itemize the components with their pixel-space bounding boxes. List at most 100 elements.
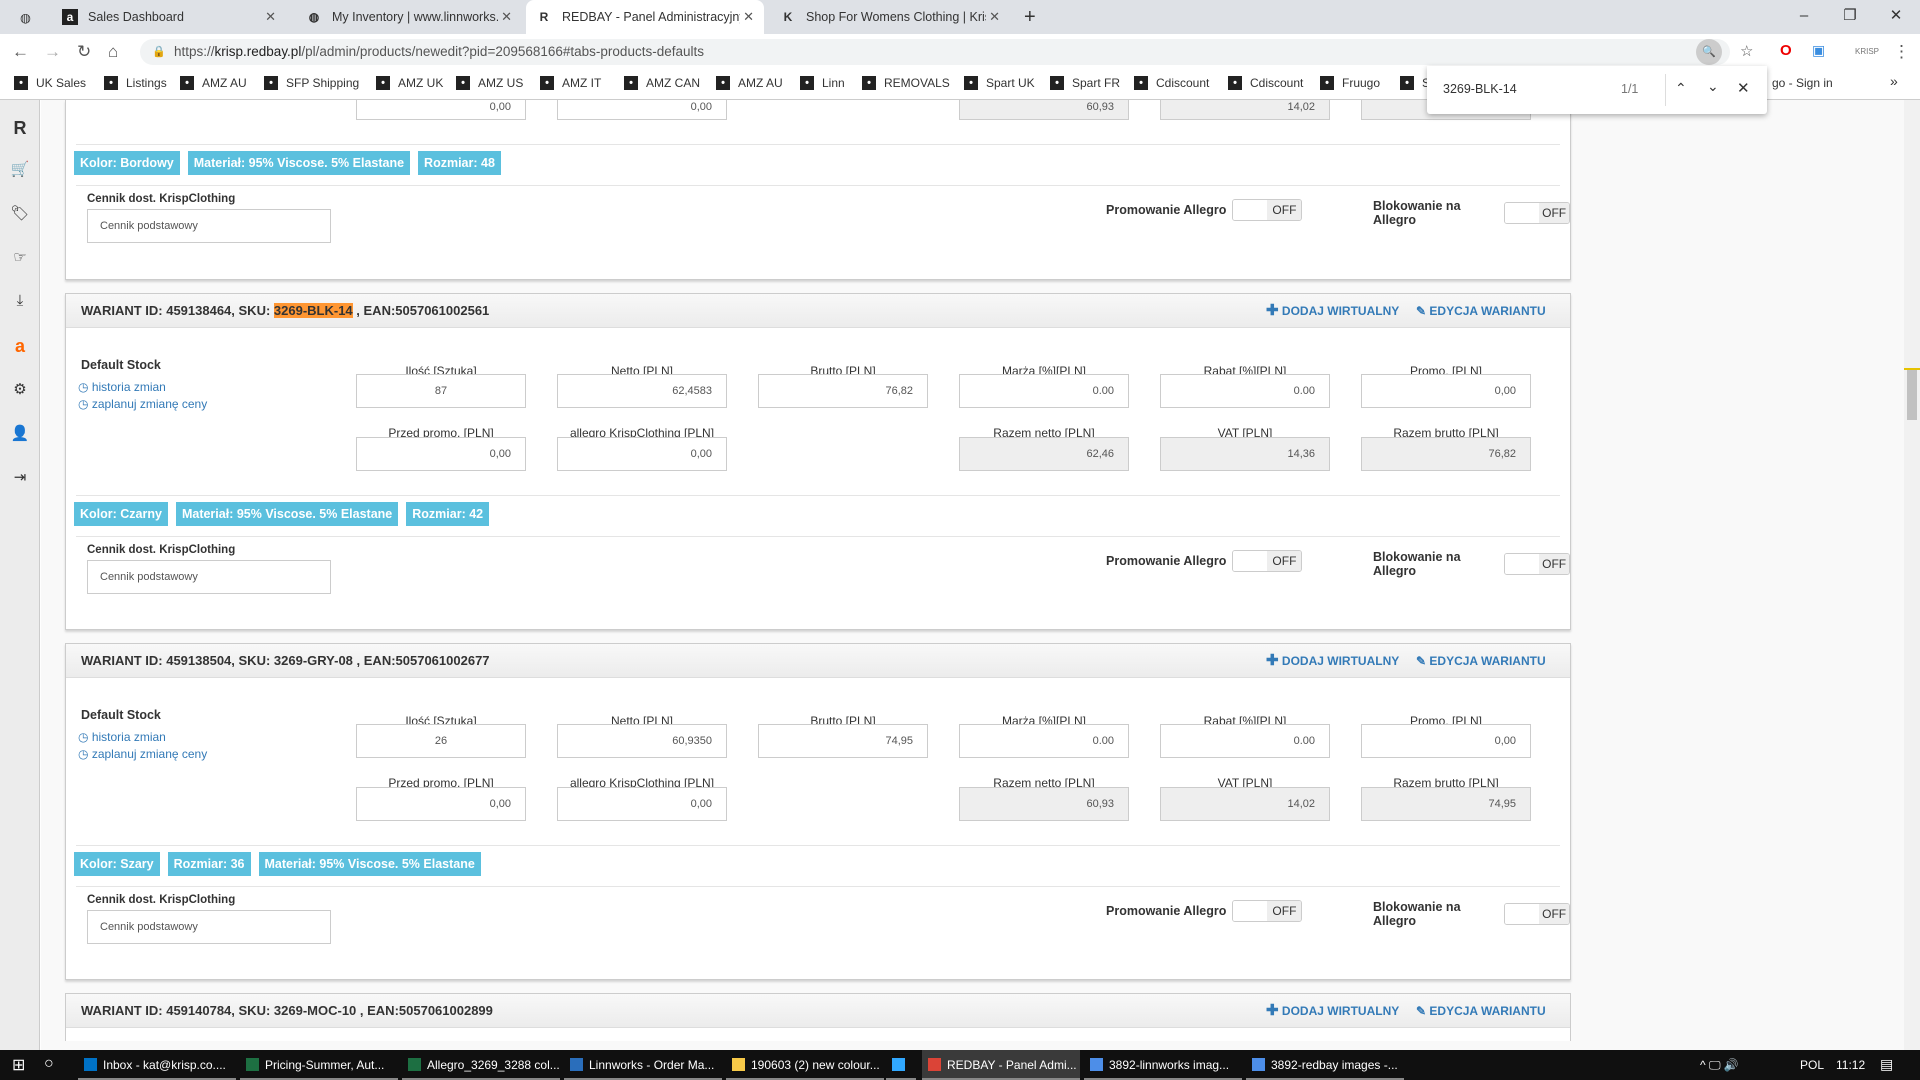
bookmark-item[interactable]: • AMZ UK bbox=[376, 76, 443, 90]
block-allegro-toggle[interactable]: OFF bbox=[1504, 202, 1570, 224]
input-przed[interactable]: 0,00 bbox=[356, 787, 526, 821]
bookmark-item[interactable]: • Linn bbox=[800, 76, 845, 90]
bookmark-item[interactable]: • AMZ IT bbox=[540, 76, 601, 90]
bookmark-item[interactable]: • Listings bbox=[104, 76, 167, 90]
extension-icon[interactable]: ▣ bbox=[1812, 42, 1826, 58]
bookmark-item[interactable]: • REMOVALS bbox=[862, 76, 950, 90]
input-marza[interactable]: 0.00 bbox=[959, 724, 1129, 758]
input-marza[interactable]: 0.00 bbox=[959, 374, 1129, 408]
bookmark-item[interactable]: • Cdiscount bbox=[1228, 76, 1303, 90]
tab-0[interactable]: a Sales Dashboard ✕ bbox=[52, 0, 286, 34]
find-page-icon[interactable]: 🔍 bbox=[1696, 39, 1722, 65]
star-icon[interactable]: ☆ bbox=[1740, 43, 1754, 60]
bookmark-tail[interactable]: go - Sign in bbox=[1772, 76, 1833, 90]
windows-start-icon[interactable]: ⊞ bbox=[12, 1057, 26, 1074]
block-allegro-toggle[interactable]: OFF bbox=[1504, 553, 1570, 575]
taskbar-item[interactable] bbox=[886, 1050, 916, 1080]
edit-variant-button[interactable]: ✎ EDYCJA WARIANTU bbox=[1416, 294, 1546, 328]
tab-3[interactable]: K Shop For Womens Clothing | Kris ✕ bbox=[770, 0, 1010, 34]
taskbar-item[interactable]: 190603 (2) new colour... bbox=[726, 1050, 884, 1080]
back-icon[interactable]: ← bbox=[12, 42, 29, 61]
find-close-icon[interactable]: ✕ bbox=[1737, 80, 1750, 97]
opera-icon[interactable]: O bbox=[1780, 42, 1792, 59]
bookmark-item[interactable]: • AMZ AU bbox=[180, 76, 247, 90]
history-link[interactable]: ◷ historia zmian bbox=[78, 730, 166, 744]
bookmark-item[interactable]: • S bbox=[1400, 76, 1430, 90]
tab-1[interactable]: ◍ My Inventory | www.linnworks.ne ✕ bbox=[296, 0, 522, 34]
schedule-price-link[interactable]: ◷ zaplanuj zmianę ceny bbox=[78, 397, 207, 411]
pricelist-select[interactable]: Cennik podstawowy bbox=[87, 209, 331, 243]
close-window-button[interactable]: ✕ bbox=[1889, 7, 1903, 24]
input-promo[interactable]: 0,00 bbox=[1361, 724, 1531, 758]
search-icon[interactable]: ○ bbox=[44, 1055, 54, 1072]
menu-icon[interactable]: ⋮ bbox=[1893, 42, 1910, 61]
taskbar-item[interactable]: REDBAY - Panel Admi... bbox=[922, 1050, 1080, 1080]
find-prev-icon[interactable]: ⌃ bbox=[1675, 80, 1687, 96]
new-tab-button[interactable]: + bbox=[1024, 5, 1036, 28]
hand-point-icon[interactable]: ☞ bbox=[13, 249, 27, 266]
add-virtual-button[interactable]: ✚ DODAJ WIRTUALNY bbox=[1266, 644, 1399, 678]
user-icon[interactable]: 👤 bbox=[10, 425, 30, 442]
minimize-button[interactable]: – bbox=[1799, 6, 1809, 24]
input-rabat[interactable]: 0.00 bbox=[1160, 724, 1330, 758]
input-allegro[interactable]: 0,00 bbox=[557, 437, 727, 471]
close-tab-icon[interactable]: ✕ bbox=[501, 9, 512, 24]
pricelist-select[interactable]: Cennik podstawowy bbox=[87, 560, 331, 594]
scrollbar[interactable] bbox=[1904, 100, 1920, 1050]
add-virtual-button[interactable]: ✚ DODAJ WIRTUALNY bbox=[1266, 294, 1399, 328]
input-przed[interactable]: 0,00 bbox=[356, 437, 526, 471]
taskbar-item[interactable]: 3892-redbay images -... bbox=[1246, 1050, 1404, 1080]
clock[interactable]: 11:12 bbox=[1836, 1058, 1866, 1072]
taskbar-item[interactable]: Allegro_3269_3288 col... bbox=[402, 1050, 560, 1080]
close-tab-icon[interactable]: ✕ bbox=[989, 9, 1000, 24]
input-brutto[interactable]: 74,95 bbox=[758, 724, 928, 758]
input-przed[interactable]: 0,00 bbox=[356, 100, 526, 120]
edit-variant-button[interactable]: ✎ EDYCJA WARIANTU bbox=[1416, 994, 1546, 1028]
bookmark-item[interactable]: • Fruugo bbox=[1320, 76, 1380, 90]
restore-button[interactable]: ❐ bbox=[1843, 7, 1857, 24]
bookmark-item[interactable]: • UK Sales bbox=[14, 76, 86, 90]
input-brutto[interactable]: 76,82 bbox=[758, 374, 928, 408]
notifications-icon[interactable]: ▤ bbox=[1880, 1056, 1894, 1072]
bookmark-item[interactable]: • AMZ CAN bbox=[624, 76, 700, 90]
input-rabat[interactable]: 0.00 bbox=[1160, 374, 1330, 408]
tray-icons[interactable]: ^ 🖵 🔊 bbox=[1700, 1058, 1739, 1072]
taskbar-item[interactable]: Inbox - kat@krisp.co.... bbox=[78, 1050, 236, 1080]
block-allegro-toggle[interactable]: OFF bbox=[1504, 903, 1570, 925]
bookmark-item[interactable]: • Cdiscount bbox=[1134, 76, 1209, 90]
close-tab-icon[interactable]: ✕ bbox=[265, 9, 276, 24]
input-netto[interactable]: 60,9350 bbox=[557, 724, 727, 758]
add-virtual-button[interactable]: ✚ DODAJ WIRTUALNY bbox=[1266, 994, 1399, 1028]
edit-variant-button[interactable]: ✎ EDYCJA WARIANTU bbox=[1416, 644, 1546, 678]
promo-allegro-toggle[interactable]: OFF bbox=[1232, 199, 1303, 221]
reload-icon[interactable]: ↻ bbox=[77, 42, 92, 61]
globe-icon[interactable]: ◍ bbox=[20, 10, 31, 25]
download-icon[interactable]: ⤓ bbox=[16, 292, 24, 309]
taskbar-item[interactable]: Pricing-Summer, Aut... bbox=[240, 1050, 398, 1080]
input-promo[interactable]: 0,00 bbox=[1361, 374, 1531, 408]
input-qty[interactable]: 26 bbox=[356, 724, 526, 758]
input-allegro[interactable]: 0,00 bbox=[557, 100, 727, 120]
input-qty[interactable]: 87 bbox=[356, 374, 526, 408]
bookmark-item[interactable]: • Spart UK bbox=[964, 76, 1035, 90]
more-bookmarks-icon[interactable]: » bbox=[1890, 73, 1898, 89]
promo-allegro-toggle[interactable]: OFF bbox=[1232, 900, 1303, 922]
pricelist-select[interactable]: Cennik podstawowy bbox=[87, 910, 331, 944]
redbay-logo-icon[interactable]: R bbox=[13, 118, 27, 138]
krisp-extension-icon[interactable]: KRISP bbox=[1855, 47, 1880, 56]
history-link[interactable]: ◷ historia zmian bbox=[78, 380, 166, 394]
gear-icon[interactable]: ⚙ bbox=[13, 381, 27, 398]
home-icon[interactable]: ⌂ bbox=[108, 42, 119, 61]
taskbar-item[interactable]: Linnworks - Order Ma... bbox=[564, 1050, 722, 1080]
bookmark-item[interactable]: • SFP Shipping bbox=[264, 76, 359, 90]
url-input[interactable]: 🔒 https://krisp.redbay.pl/pl/admin/produ… bbox=[140, 39, 1730, 65]
sign-out-icon[interactable]: ⇥ bbox=[13, 469, 27, 486]
find-next-icon[interactable]: ⌄ bbox=[1707, 78, 1719, 94]
input-allegro[interactable]: 0,00 bbox=[557, 787, 727, 821]
tags-icon[interactable]: 🏷 bbox=[10, 205, 30, 222]
bookmark-item[interactable]: • AMZ AU bbox=[716, 76, 783, 90]
taskbar-item[interactable]: 3892-linnworks imag... bbox=[1084, 1050, 1242, 1080]
schedule-price-link[interactable]: ◷ zaplanuj zmianę ceny bbox=[78, 747, 207, 761]
close-tab-icon[interactable]: ✕ bbox=[743, 9, 754, 24]
find-input[interactable]: 3269-BLK-14 bbox=[1443, 82, 1517, 96]
